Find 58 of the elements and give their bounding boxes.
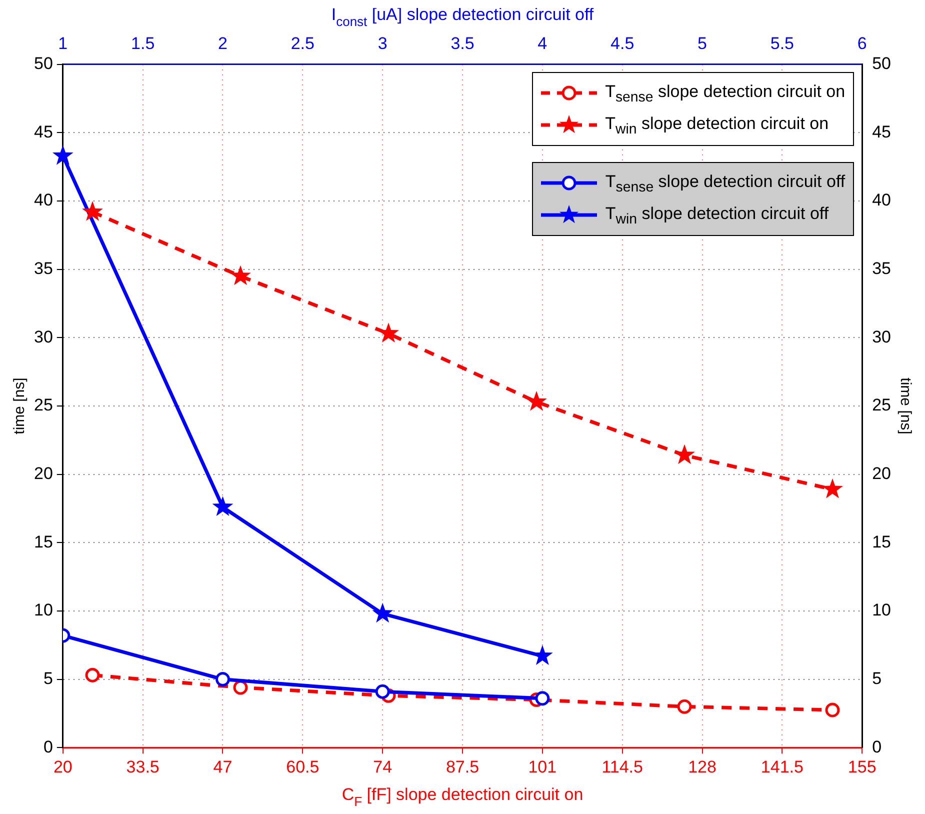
x-tick-label: 60.5 (286, 757, 320, 776)
point (233, 680, 248, 695)
x2-tick-label: 3 (378, 34, 388, 53)
point (526, 390, 547, 411)
legend-label: T$_{win}$ slope detection circuit on (605, 114, 829, 138)
point (674, 444, 695, 464)
y2-tick-label: 0 (872, 737, 882, 756)
legend-label: T$_{win}$ slope detection circuit off (605, 204, 829, 228)
y-tick-label: 45 (34, 122, 53, 142)
x2-tick-label: 5 (698, 34, 707, 53)
y2-tick-label: 10 (872, 600, 892, 620)
x2-tick-label: 2.5 (290, 34, 314, 53)
x-tick-label: 33.5 (126, 757, 160, 776)
point (822, 478, 843, 498)
y-tick-label: 10 (34, 600, 53, 620)
x-tick-label: 101 (528, 757, 557, 776)
x-tick-label: 114.5 (602, 757, 643, 776)
x-tick-label: 87.5 (446, 757, 480, 776)
y-tick-label: 25 (34, 396, 53, 415)
y2-tick-label: 15 (872, 532, 892, 552)
point (825, 702, 840, 718)
x2-tick-label: 1 (58, 34, 68, 53)
y2-tick-label: 35 (872, 259, 892, 278)
x2-tick-label: 3.5 (450, 34, 474, 53)
y-axis-title: time [ns] (11, 378, 28, 434)
x2-tick-label: 1.5 (131, 34, 155, 53)
y2-tick-label: 45 (872, 122, 892, 142)
x-tick-label: 155 (848, 757, 876, 776)
point (82, 200, 103, 221)
point (85, 668, 100, 682)
y2-tick-label: 30 (872, 327, 892, 346)
x2-tick-label: 5.5 (770, 34, 794, 53)
legend-label: T$_{sense}$ slope detection circuit on (605, 82, 846, 106)
y2-tick-label: 5 (872, 668, 882, 688)
y2-axis-title: time [ns] (897, 378, 914, 434)
y-tick-label: 15 (34, 532, 53, 552)
y2-tick-label: 20 (872, 464, 892, 484)
point (230, 265, 251, 286)
y2-tick-label: 40 (872, 190, 892, 210)
x2-tick-label: 4 (538, 34, 548, 53)
y-tick-label: 35 (34, 259, 53, 278)
x2-tick-label: 4.5 (610, 34, 634, 53)
x-tick-label: 141.5 (760, 757, 804, 776)
y2-tick-label: 25 (872, 396, 892, 415)
x-tick-label: 47 (213, 757, 232, 776)
y-tick-label: 50 (34, 54, 53, 74)
y-tick-label: 20 (34, 464, 53, 484)
x2-tick-label: 6 (857, 34, 867, 53)
x-tick-label: 128 (688, 757, 716, 776)
y2-tick-label: 50 (872, 54, 892, 74)
legend-label: T$_{sense}$ slope detection circuit off (605, 172, 846, 196)
y-tick-label: 40 (34, 190, 53, 210)
y-tick-label: 0 (43, 737, 53, 756)
y-tick-label: 30 (34, 327, 53, 346)
point (677, 699, 692, 714)
y-tick-label: 5 (43, 668, 53, 688)
x2-tick-label: 2 (218, 34, 228, 53)
x-tick-label: 74 (373, 757, 392, 776)
